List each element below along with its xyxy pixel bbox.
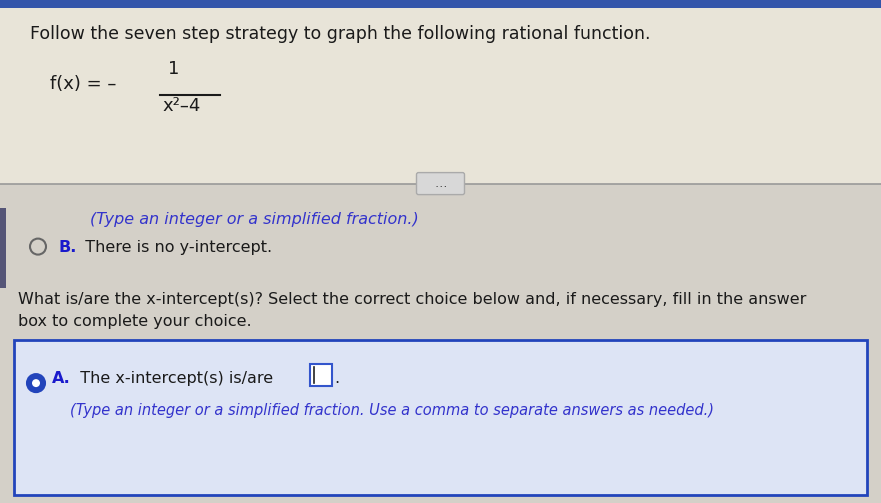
Text: A.: A. bbox=[52, 371, 70, 386]
Text: (Type an integer or a simplified fraction. Use a comma to separate answers as ne: (Type an integer or a simplified fractio… bbox=[70, 403, 714, 418]
Text: (Type an integer or a simplified fraction.): (Type an integer or a simplified fractio… bbox=[90, 212, 418, 226]
Text: 1: 1 bbox=[168, 60, 180, 78]
Bar bbox=[0, 208, 6, 288]
Bar bbox=[0, 184, 881, 503]
Text: .: . bbox=[334, 371, 339, 386]
FancyBboxPatch shape bbox=[417, 173, 464, 195]
Text: Follow the seven step strategy to graph the following rational function.: Follow the seven step strategy to graph … bbox=[30, 25, 650, 43]
Text: box to complete your choice.: box to complete your choice. bbox=[18, 313, 252, 328]
Bar bbox=[0, 0, 881, 8]
Text: B.: B. bbox=[58, 239, 77, 255]
FancyBboxPatch shape bbox=[310, 364, 332, 386]
Circle shape bbox=[27, 374, 45, 392]
Text: What is/are the x-intercept(s)? Select the correct choice below and, if necessar: What is/are the x-intercept(s)? Select t… bbox=[18, 292, 806, 307]
Text: x²–4: x²–4 bbox=[162, 97, 200, 115]
Text: The x-intercept(s) is/are: The x-intercept(s) is/are bbox=[70, 371, 273, 386]
Circle shape bbox=[32, 379, 40, 387]
Bar bbox=[0, 0, 881, 184]
Text: …: … bbox=[434, 177, 447, 190]
Text: There is no y-intercept.: There is no y-intercept. bbox=[75, 239, 272, 255]
Text: f(x) = –: f(x) = – bbox=[50, 75, 122, 93]
FancyBboxPatch shape bbox=[14, 340, 867, 495]
